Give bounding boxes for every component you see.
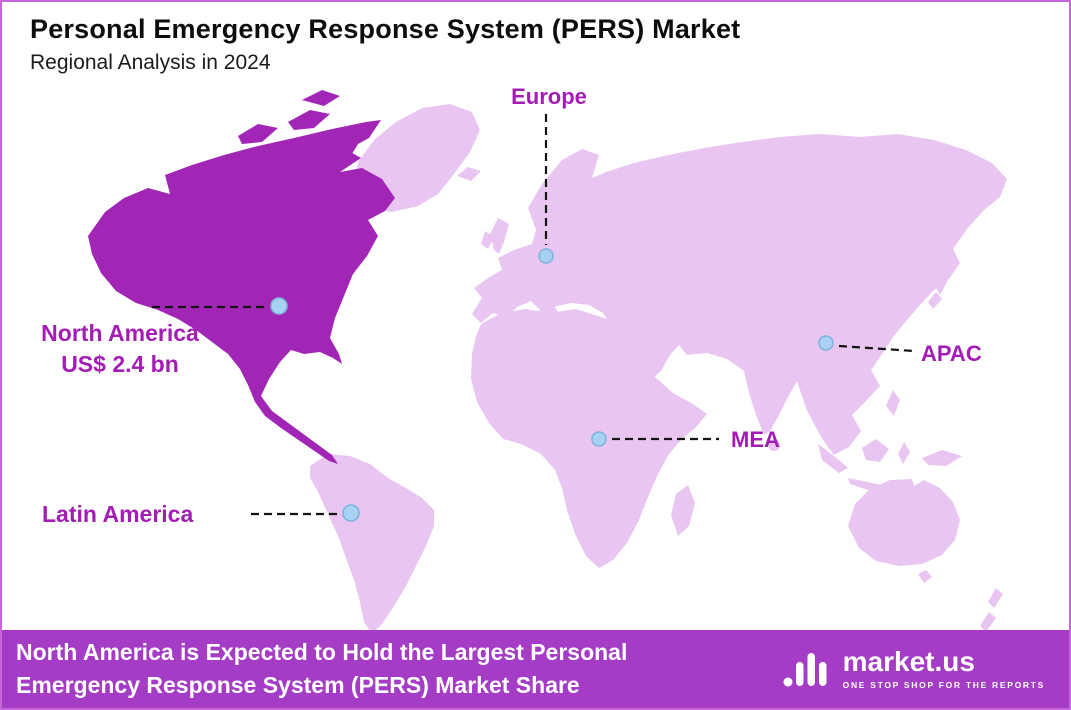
landmass-australia (848, 479, 960, 566)
market-us-logo-icon (783, 653, 827, 687)
landmass-tasmania (918, 570, 932, 583)
region-label-north-america: North America US$ 2.4 bn (18, 318, 222, 380)
landmass-japan (934, 252, 958, 295)
brand-name: market.us (842, 646, 975, 677)
marker-europe (538, 248, 554, 264)
landmass-uk (490, 218, 509, 254)
landmass-japan-south (928, 292, 942, 309)
landmass-madagascar (671, 485, 695, 536)
landmass-sumatra (818, 444, 848, 473)
landmass-new-zealand-north (988, 588, 1003, 608)
brand-text: market.us ONE STOP SHOP FOR THE REPORTS (842, 646, 1045, 691)
landmass-baffin-island (318, 128, 364, 158)
brand-tagline: ONE STOP SHOP FOR THE REPORTS (842, 680, 1045, 690)
landmass-north-america-highlighted (88, 120, 395, 464)
page-subtitle: Regional Analysis in 2024 (30, 51, 271, 74)
landmass-sri-lanka (768, 439, 780, 451)
footer-banner: North America is Expected to Hold the La… (2, 630, 1069, 708)
region-label-apac: APAC (921, 341, 982, 366)
region-label-north-america-name: North America (41, 320, 199, 346)
footer-headline: North America is Expected to Hold the La… (16, 636, 627, 701)
region-value-north-america: US$ 2.4 bn (61, 351, 179, 378)
footer-headline-line1: North America is Expected to Hold the La… (16, 639, 628, 666)
marker-latin-america (342, 504, 360, 522)
marker-north-america (270, 297, 288, 315)
landmass-africa (471, 309, 707, 568)
landmass-eurasia (472, 134, 1007, 455)
region-label-mea: MEA (731, 427, 780, 452)
region-label-europe: Europe (511, 84, 587, 109)
landmass-new-guinea (922, 450, 962, 466)
landmass-philippines (886, 390, 900, 416)
brand-block: market.us ONE STOP SHOP FOR THE REPORTS (781, 648, 1045, 690)
landmass-arctic-island-1 (238, 124, 278, 144)
landmass-south-america (310, 454, 434, 634)
marker-mea (591, 431, 607, 447)
region-label-latin-america: Latin America (42, 501, 194, 527)
footer-headline-line2: Emergency Response System (PERS) Market … (16, 672, 580, 698)
marker-apac (818, 335, 834, 351)
landmass-new-zealand-south (980, 612, 996, 632)
landmass-borneo (862, 439, 889, 462)
header: Personal Emergency Response System (PERS… (30, 14, 740, 75)
landmass-arctic-island-2 (288, 110, 330, 130)
page-title: Personal Emergency Response System (PERS… (30, 14, 741, 44)
landmass-ireland (481, 231, 494, 249)
landmass-iceland (457, 167, 481, 181)
landmass-sulawesi (898, 442, 910, 464)
landmass-arctic-island-3 (302, 90, 340, 106)
